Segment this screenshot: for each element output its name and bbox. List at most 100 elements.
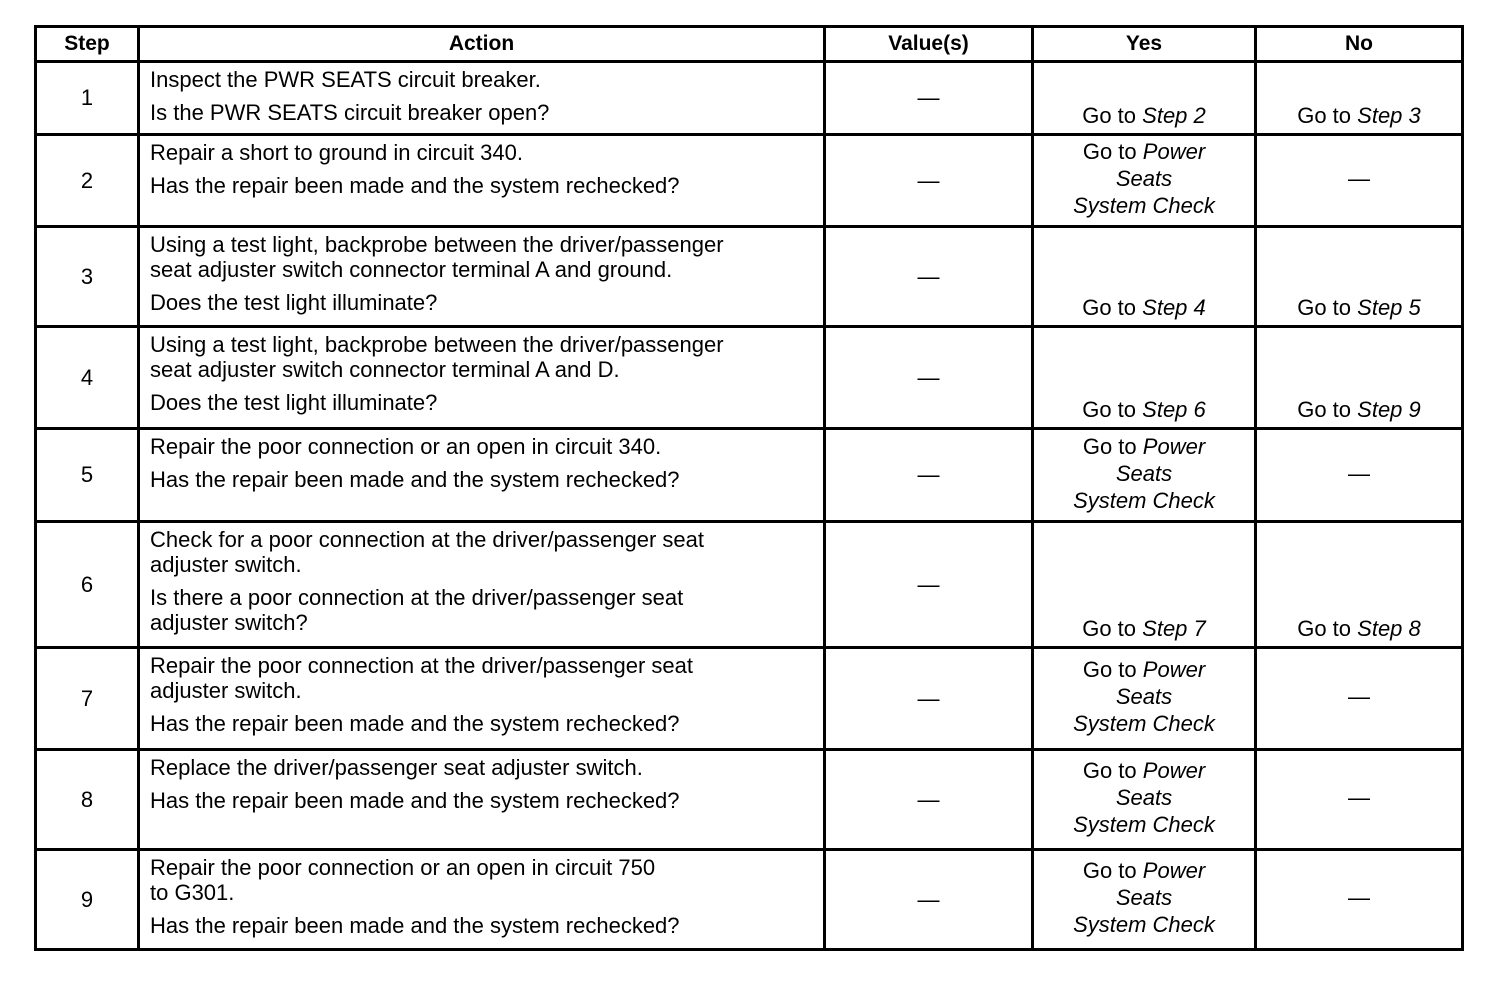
- action-line: adjuster switch?: [150, 610, 308, 635]
- action-line: Is the PWR SEATS circuit breaker open?: [150, 100, 550, 125]
- action-cell: Repair the poor connection or an open in…: [137, 848, 826, 951]
- yes-cell: Go to Step 2: [1031, 60, 1257, 136]
- action-cell: Using a test light, backprobe between th…: [137, 325, 826, 430]
- header-no: No: [1254, 25, 1464, 63]
- action-line: Does the test light illuminate?: [150, 390, 438, 415]
- goto-target-link: Seats: [1115, 885, 1173, 910]
- no-cell: —: [1254, 848, 1464, 951]
- action-paragraph: Has the repair been made and the system …: [150, 173, 813, 198]
- step-number: 5: [34, 427, 140, 523]
- goto-label: Go to: [1297, 103, 1352, 128]
- yes-cell: Go to Power Seats System Check: [1031, 748, 1257, 851]
- action-line: seat adjuster switch connector terminal …: [150, 357, 620, 382]
- goto-target-link: Step 9: [1357, 397, 1421, 422]
- value-cell: —: [823, 646, 1034, 751]
- yes-cell: Go to Power Seats System Check: [1031, 427, 1257, 523]
- goto-target-link: Step 2: [1142, 103, 1206, 128]
- value-cell: —: [823, 225, 1034, 328]
- step-number: 2: [34, 133, 140, 228]
- goto-target-link: Step 5: [1357, 295, 1421, 320]
- yes-cell: Go to Power Seats System Check: [1031, 646, 1257, 751]
- value-cell: —: [823, 325, 1034, 430]
- action-cell: Repair a short to ground in circuit 340.…: [137, 133, 826, 228]
- action-line: to G301.: [150, 880, 235, 905]
- goto-label: Go to: [1082, 616, 1137, 641]
- goto-label: Go to: [1082, 657, 1137, 682]
- goto-target-link: Step 8: [1357, 616, 1421, 641]
- action-paragraph: Using a test light, backprobe between th…: [150, 232, 813, 282]
- step-number: 4: [34, 325, 140, 430]
- action-paragraph: Is the PWR SEATS circuit breaker open?: [150, 100, 813, 125]
- action-paragraph: Has the repair been made and the system …: [150, 711, 813, 736]
- goto-label: Go to: [1297, 397, 1352, 422]
- action-line: Inspect the PWR SEATS circuit breaker.: [150, 67, 541, 92]
- step-number: 3: [34, 225, 140, 328]
- table-row: 3 Using a test light, backprobe between t…: [34, 225, 1464, 328]
- step-number: 8: [34, 748, 140, 851]
- action-paragraph: Repair the poor connection or an open in…: [150, 434, 813, 459]
- goto-target-link: Step 6: [1142, 397, 1206, 422]
- action-cell: Inspect the PWR SEATS circuit breaker. Is…: [137, 60, 826, 136]
- goto-target-link: Seats: [1115, 684, 1173, 709]
- action-paragraph: Inspect the PWR SEATS circuit breaker.: [150, 67, 813, 92]
- yes-cell: Go to Step 6: [1031, 325, 1257, 430]
- yes-cell: Go to Step 4: [1031, 225, 1257, 328]
- action-paragraph: Has the repair been made and the system …: [150, 467, 813, 492]
- goto-target-link: Seats: [1115, 460, 1173, 486]
- no-cell: Go to Step 8: [1254, 520, 1464, 649]
- action-line: seat adjuster switch connector terminal …: [150, 257, 673, 282]
- action-cell: Repair the poor connection at the driver…: [137, 646, 826, 751]
- step-number: 9: [34, 848, 140, 951]
- value-cell: —: [823, 848, 1034, 951]
- value-cell: —: [823, 427, 1034, 523]
- action-cell: Repair the poor connection or an open in…: [137, 427, 826, 523]
- goto-target-link: Step 3: [1357, 103, 1421, 128]
- goto-label: Go to: [1082, 139, 1137, 164]
- yes-cell: Go to Power Seats System Check: [1031, 133, 1257, 228]
- goto-target-link: Step 4: [1142, 295, 1206, 320]
- step-number: 1: [34, 60, 140, 136]
- action-line: Check for a poor connection at the drive…: [150, 527, 704, 552]
- action-paragraph: Replace the driver/passenger seat adjust…: [150, 755, 813, 780]
- action-cell: Check for a poor connection at the drive…: [137, 520, 826, 649]
- action-paragraph: Has the repair been made and the system …: [150, 913, 813, 938]
- table-body: 1 Inspect the PWR SEATS circuit breaker. I…: [34, 60, 1464, 951]
- no-cell: Go to Step 5: [1254, 225, 1464, 328]
- goto-target-link: System Check: [1073, 487, 1215, 513]
- header-yes: Yes: [1031, 25, 1257, 63]
- header-step: Step: [34, 25, 140, 63]
- yes-cell: Go to Power Seats System Check: [1031, 848, 1257, 951]
- goto-target-link: System Check: [1073, 711, 1215, 736]
- action-line: Does the test light illuminate?: [150, 290, 438, 315]
- step-number: 6: [34, 520, 140, 649]
- action-line: Has the repair been made and the system …: [150, 173, 680, 198]
- action-line: Repair the poor connection or an open in…: [150, 434, 662, 459]
- goto-target-link: System Check: [1073, 812, 1215, 837]
- table-row: 4 Using a test light, backprobe between t…: [34, 325, 1464, 430]
- goto-label: Go to: [1082, 103, 1137, 128]
- action-paragraph: Does the test light illuminate?: [150, 290, 813, 315]
- yes-cell: Go to Step 7: [1031, 520, 1257, 649]
- goto-label: Go to: [1082, 397, 1137, 422]
- action-paragraph: Repair the poor connection at the driver…: [150, 653, 813, 703]
- table-row: 9 Repair the poor connection or an open i…: [34, 848, 1464, 951]
- action-line: Replace the driver/passenger seat adjust…: [150, 755, 643, 780]
- header-action: Action: [137, 25, 826, 63]
- action-line: Repair a short to ground in circuit 340.: [150, 140, 523, 165]
- action-line: adjuster switch.: [150, 678, 302, 703]
- value-cell: —: [823, 520, 1034, 649]
- action-line: Has the repair been made and the system …: [150, 913, 680, 938]
- action-line: Using a test light, backprobe between th…: [150, 232, 724, 257]
- action-line: Has the repair been made and the system …: [150, 711, 680, 736]
- goto-label: Go to: [1297, 616, 1352, 641]
- diagnostic-table: Step Action Value(s) Yes No 1 Inspect the…: [34, 25, 1464, 951]
- action-line: Repair the poor connection or an open in…: [150, 855, 656, 880]
- goto-label: Go to: [1082, 858, 1137, 883]
- action-paragraph: Repair the poor connection or an open in…: [150, 855, 813, 905]
- action-line: Has the repair been made and the system …: [150, 788, 680, 813]
- action-cell: Replace the driver/passenger seat adjust…: [137, 748, 826, 851]
- action-cell: Using a test light, backprobe between th…: [137, 225, 826, 328]
- action-paragraph: Is there a poor connection at the driver…: [150, 585, 813, 635]
- table-row: 6 Check for a poor connection at the driv…: [34, 520, 1464, 649]
- no-cell: Go to Step 3: [1254, 60, 1464, 136]
